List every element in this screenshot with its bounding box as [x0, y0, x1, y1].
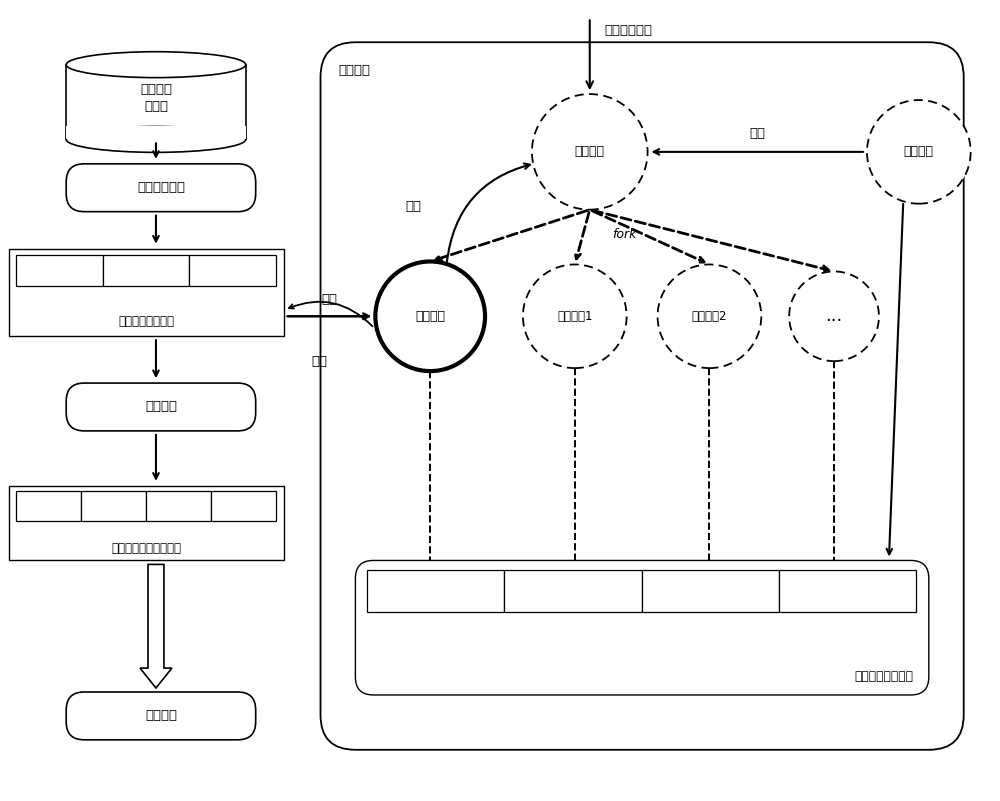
Bar: [642, 570, 779, 612]
Circle shape: [658, 264, 761, 368]
Bar: [103, 255, 189, 287]
Text: 任务信息共享内存: 任务信息共享内存: [118, 316, 174, 328]
Circle shape: [532, 94, 648, 210]
Text: 用户操作指令: 用户操作指令: [605, 24, 653, 37]
Ellipse shape: [66, 52, 246, 78]
Bar: [16, 491, 81, 521]
Text: fork: fork: [612, 227, 637, 240]
Bar: [779, 570, 916, 612]
FancyBboxPatch shape: [66, 383, 256, 431]
Text: 任务信息装载: 任务信息装载: [137, 181, 185, 194]
Bar: [189, 255, 276, 287]
Text: 任务调度: 任务调度: [415, 310, 445, 323]
Text: 任务定义
数据库: 任务定义 数据库: [140, 83, 172, 113]
Circle shape: [789, 272, 879, 361]
Bar: [146, 491, 211, 521]
Text: ...: ...: [825, 308, 843, 325]
Bar: [504, 570, 642, 612]
Text: 任务进程2: 任务进程2: [692, 310, 727, 323]
FancyBboxPatch shape: [66, 692, 256, 740]
Text: 进程管理共享内存: 进程管理共享内存: [855, 670, 914, 683]
Bar: [66, 65, 246, 139]
Ellipse shape: [66, 127, 246, 152]
Bar: [81, 491, 146, 521]
Bar: [16, 255, 103, 287]
Text: 更新: 更新: [312, 355, 328, 368]
Text: 运行监控: 运行监控: [145, 710, 177, 723]
Text: 基础框架: 基础框架: [338, 64, 370, 77]
FancyBboxPatch shape: [66, 164, 256, 211]
Circle shape: [867, 100, 971, 203]
Text: 平台进程: 平台进程: [575, 145, 605, 159]
Text: 自我诊断: 自我诊断: [904, 145, 934, 159]
Text: 读取: 读取: [321, 293, 337, 306]
Text: 任务信息汇总共享内存: 任务信息汇总共享内存: [111, 542, 181, 555]
Bar: [211, 491, 276, 521]
Text: 通知: 通知: [405, 200, 421, 213]
FancyBboxPatch shape: [321, 42, 964, 750]
Bar: [9, 248, 284, 336]
Polygon shape: [140, 565, 172, 688]
Circle shape: [375, 261, 485, 371]
Text: 任务进程1: 任务进程1: [557, 310, 593, 323]
Text: 通知: 通知: [749, 127, 765, 140]
FancyBboxPatch shape: [355, 561, 929, 695]
Bar: [9, 485, 284, 561]
Text: 任务汇总: 任务汇总: [145, 400, 177, 413]
Circle shape: [523, 264, 627, 368]
Bar: [367, 570, 504, 612]
Bar: [66, 127, 246, 139]
